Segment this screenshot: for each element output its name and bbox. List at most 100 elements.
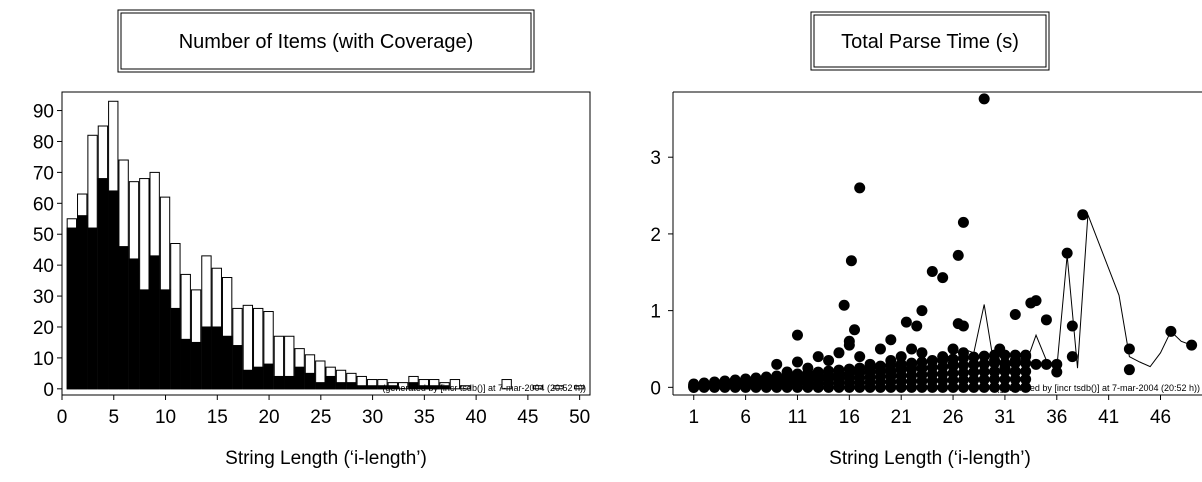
data-point xyxy=(708,379,720,391)
bar-covered-items xyxy=(356,385,367,390)
bar-covered-items xyxy=(139,289,150,390)
data-point xyxy=(843,368,855,380)
title-frame-inner xyxy=(813,14,1047,68)
bar-total-items xyxy=(573,385,585,390)
data-point xyxy=(802,362,814,374)
data-point xyxy=(781,366,793,378)
bar-covered-items xyxy=(377,385,388,390)
data-point xyxy=(812,372,824,384)
bar-covered-items xyxy=(325,375,336,390)
bar-total-items xyxy=(397,382,409,390)
bar-covered-items xyxy=(77,215,88,390)
chart-title: Total Parse Time (s) xyxy=(841,31,1019,53)
bar-total-items xyxy=(553,385,564,390)
generated-footnote: (generated by [incr tsdb()] at 7-mar-200… xyxy=(996,383,1200,393)
data-point xyxy=(957,320,969,332)
bar-covered-items xyxy=(346,382,357,390)
bar-covered-items xyxy=(294,366,305,390)
x-tick-label: 50 xyxy=(569,407,590,428)
data-point xyxy=(937,272,949,284)
data-point xyxy=(838,299,850,311)
data-point xyxy=(740,376,752,388)
y-tick-label: 50 xyxy=(33,225,54,246)
data-point xyxy=(849,324,861,336)
data-point xyxy=(900,316,912,328)
data-point xyxy=(952,249,964,261)
bar-covered-items xyxy=(66,227,78,390)
data-point xyxy=(978,374,990,386)
data-point xyxy=(885,366,897,378)
data-point xyxy=(802,374,814,386)
bar-covered-items xyxy=(284,375,295,390)
bar-total-items xyxy=(449,379,461,390)
bar-covered-items xyxy=(263,363,274,390)
data-point xyxy=(760,372,772,384)
data-point xyxy=(968,374,980,386)
data-point xyxy=(968,358,980,370)
title-frame-inner xyxy=(120,12,532,70)
y-tick-label: 40 xyxy=(33,256,54,277)
data-point xyxy=(906,358,918,370)
bar-covered-items xyxy=(366,385,378,390)
bar-covered-items xyxy=(408,382,419,390)
x-tick-label: 41 xyxy=(1098,407,1119,428)
bar-covered-items xyxy=(221,335,233,390)
x-tick-label: 25 xyxy=(310,407,331,428)
data-point xyxy=(957,216,969,228)
data-point xyxy=(729,377,741,389)
data-point xyxy=(906,343,918,355)
data-point xyxy=(1066,320,1078,332)
x-tick-label: 26 xyxy=(942,407,963,428)
data-point xyxy=(1040,358,1052,370)
y-tick-label: 70 xyxy=(33,163,54,184)
bar-total-items xyxy=(532,385,543,390)
x-tick-label: 20 xyxy=(258,407,279,428)
data-point xyxy=(937,351,949,363)
data-point xyxy=(916,305,928,317)
parse-time-chart: Total Parse Time (s)1 6 11 16 21 26 31 36 41 4601… xyxy=(650,11,1202,469)
chart-title: Number of Items (with Coverage) xyxy=(179,31,474,53)
bar-covered-items xyxy=(232,345,243,390)
data-point xyxy=(854,351,866,363)
x-axis-title: String Length (‘i-length’) xyxy=(225,448,427,469)
x-tick-label: 46 xyxy=(1150,407,1171,428)
data-point xyxy=(1009,381,1021,393)
bar-covered-items xyxy=(418,385,430,390)
x-tick-label: 21 xyxy=(891,407,912,428)
y-tick-label: 1 xyxy=(650,302,661,323)
bar-covered-items xyxy=(149,255,160,390)
data-point xyxy=(854,182,866,194)
data-point xyxy=(771,377,783,389)
data-point xyxy=(874,343,886,355)
data-point xyxy=(833,347,845,359)
data-point xyxy=(926,354,938,366)
x-axis-title: String Length (‘i-length’) xyxy=(829,448,1031,469)
data-point xyxy=(1061,247,1073,259)
data-point xyxy=(845,255,857,267)
x-tick-label: 35 xyxy=(414,407,435,428)
data-point xyxy=(916,362,928,374)
y-tick-label: 3 xyxy=(650,148,661,169)
y-tick-label: 2 xyxy=(650,225,661,246)
data-point xyxy=(978,358,990,370)
x-tick-label: 6 xyxy=(740,407,751,428)
y-tick-label: 80 xyxy=(33,132,54,153)
title-frame-outer xyxy=(810,11,1050,71)
data-point xyxy=(895,362,907,374)
title-frame-outer xyxy=(117,9,535,73)
data-point xyxy=(791,375,803,387)
y-tick-label: 60 xyxy=(33,194,54,215)
data-point xyxy=(1009,366,1021,378)
bar-covered-items xyxy=(201,326,212,390)
data-point xyxy=(1009,354,1021,366)
data-point xyxy=(947,358,959,370)
x-tick-label: 11 xyxy=(788,407,808,428)
generated-footnote: (generated by [incr tsdb()] at 7-mar-200… xyxy=(382,383,586,393)
bar-total-items xyxy=(460,385,471,390)
x-tick-label: 10 xyxy=(155,407,176,428)
data-point xyxy=(1020,351,1032,363)
data-point xyxy=(771,358,783,370)
data-point xyxy=(989,381,1001,393)
bar-covered-items xyxy=(108,190,119,390)
bar-covered-items xyxy=(211,326,222,390)
